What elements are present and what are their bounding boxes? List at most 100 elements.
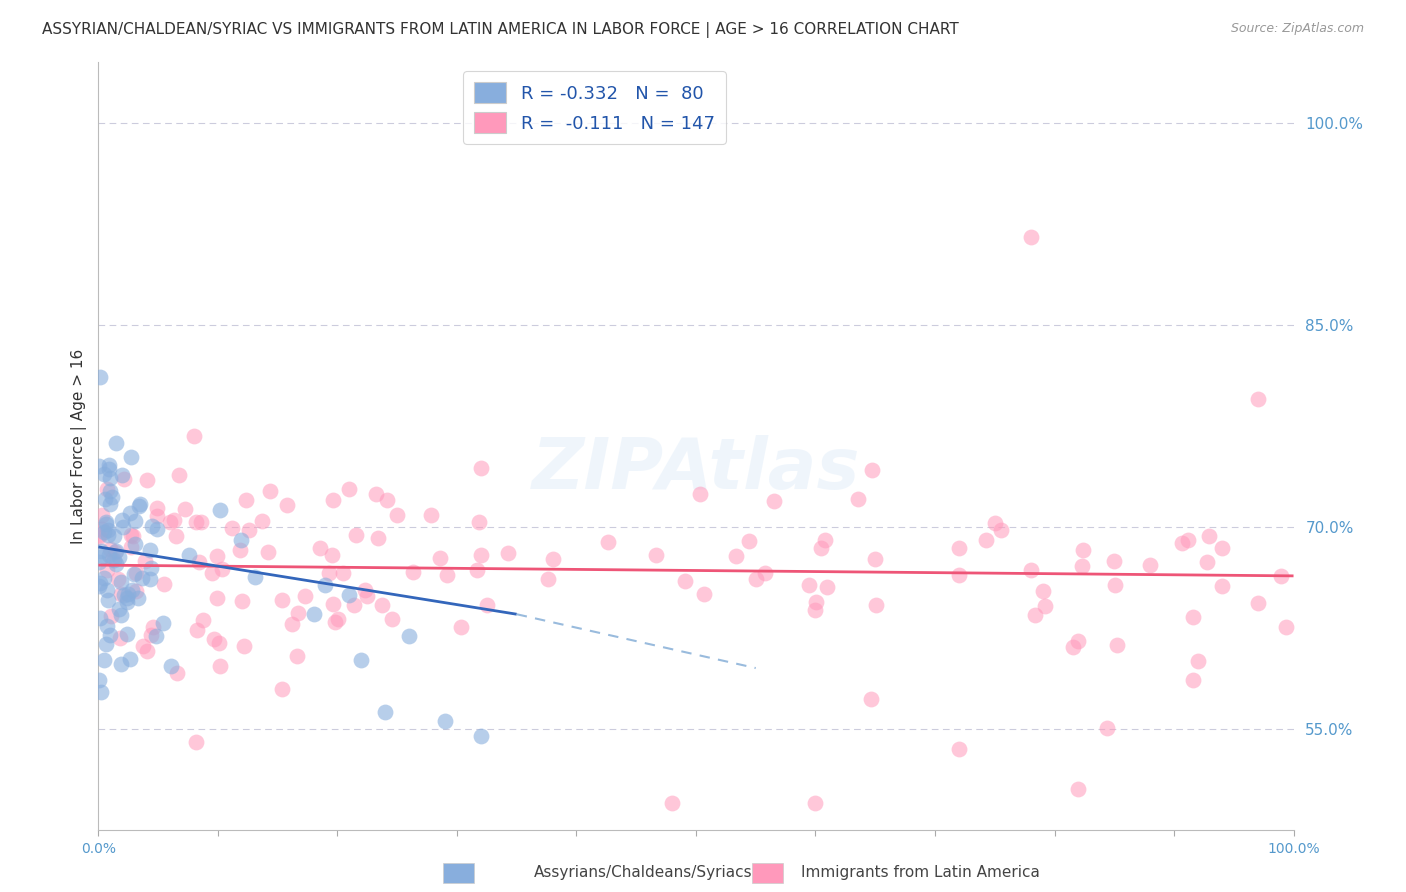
Point [235,493,257,508]
Y-axis label: In Labor Force | Age > 16: In Labor Force | Age > 16 [72,349,87,543]
Point [321,548,343,562]
Point [675,574,697,588]
Point [97,461,120,475]
Point [110,607,132,622]
Point [142,620,165,634]
Point [87,673,110,688]
Point [271,592,294,607]
Text: Assyrians/Chaldeans/Syriacs: Assyrians/Chaldeans/Syriacs [534,865,752,880]
Point [354,583,377,598]
Point [184,515,207,529]
Point [186,624,208,638]
Point [110,587,132,601]
Point [103,553,125,567]
Point [860,463,883,477]
Point [1071,542,1094,557]
Point [96,582,118,597]
Point [110,575,132,590]
Point [814,533,837,547]
Point [90,508,112,522]
Point [865,551,887,566]
Point [96,517,118,532]
Point [846,492,869,507]
Point [125,583,148,598]
Point [738,533,761,548]
Point [96,619,118,633]
Point [496,546,519,560]
Point [208,503,231,517]
Point [139,572,162,586]
Point [281,616,304,631]
Point [374,705,396,719]
Point [100,608,122,623]
Point [689,487,711,501]
Point [645,548,668,562]
Point [202,632,225,647]
Point [381,612,404,626]
Point [315,578,337,592]
Point [101,491,124,505]
Point [1095,722,1118,736]
Point [205,549,228,563]
Point [865,598,887,612]
Point [337,482,360,496]
Point [1170,535,1192,549]
Text: Immigrants from Latin America: Immigrants from Latin America [801,865,1040,880]
Point [191,613,214,627]
Point [87,555,110,569]
Point [477,599,499,613]
Point [1062,640,1084,654]
Point [107,572,129,586]
Point [536,572,558,586]
Point [91,549,114,564]
Point [131,639,153,653]
Point [112,472,135,486]
Point [326,612,349,626]
Point [238,523,260,537]
Point [108,632,131,646]
Point [208,659,231,673]
Point [91,522,114,536]
Point [948,567,970,582]
Point [1067,782,1090,797]
Point [111,467,134,482]
Point [183,429,205,443]
Point [120,528,142,542]
Point [89,575,111,590]
Point [948,541,970,556]
Point [1187,654,1209,668]
Point [302,607,325,621]
Point [98,628,121,642]
Point [1195,555,1218,569]
Text: Source: ZipAtlas.com: Source: ZipAtlas.com [1230,22,1364,36]
Point [174,501,197,516]
Point [598,534,620,549]
Point [1275,620,1298,634]
Point [1181,673,1204,687]
Point [162,513,184,527]
Point [806,594,828,608]
Point [356,590,378,604]
Point [98,497,121,511]
Point [97,549,120,563]
Point [188,555,211,569]
Point [429,551,451,566]
Point [1067,634,1090,648]
Point [1211,541,1233,556]
Point [152,615,174,630]
Point [141,518,163,533]
Point [97,527,120,541]
Point [208,635,231,649]
Point [398,629,420,643]
Point [725,549,748,563]
Point [117,587,139,601]
Point [1071,559,1094,574]
Point [367,531,389,545]
Point [450,620,472,634]
Point [308,541,330,556]
Point [1032,584,1054,599]
Point [343,598,366,612]
Point [94,491,117,506]
Point [136,644,159,658]
Point [810,541,832,555]
